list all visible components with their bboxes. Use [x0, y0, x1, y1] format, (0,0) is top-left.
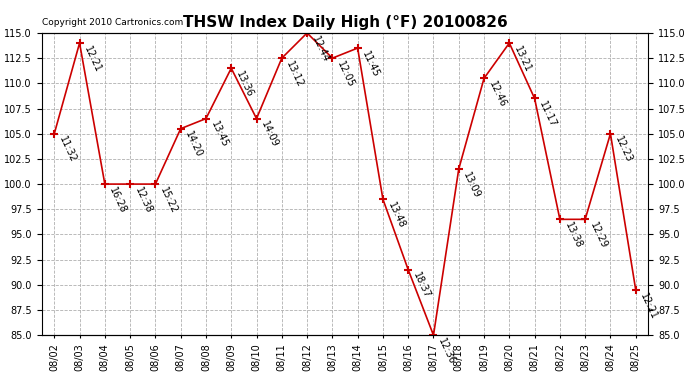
Text: 12:38: 12:38 [133, 186, 154, 215]
Text: 13:45: 13:45 [209, 120, 230, 150]
Text: 18:37: 18:37 [411, 271, 432, 301]
Text: 12:44: 12:44 [310, 34, 331, 64]
Text: 13:36: 13:36 [234, 70, 255, 99]
Text: 16:28: 16:28 [108, 186, 128, 215]
Text: 13:48: 13:48 [386, 201, 406, 230]
Text: 13:12: 13:12 [284, 60, 306, 89]
Text: 13:21: 13:21 [512, 44, 533, 74]
Text: 12:36: 12:36 [436, 337, 457, 366]
Text: 13:38: 13:38 [562, 221, 584, 250]
Text: 14:09: 14:09 [259, 120, 280, 149]
Text: 12:21: 12:21 [82, 44, 104, 74]
Text: 13:09: 13:09 [462, 170, 482, 200]
Text: 15:22: 15:22 [158, 186, 179, 215]
Text: 12:21: 12:21 [638, 291, 660, 321]
Text: 12:23: 12:23 [613, 135, 634, 165]
Text: 12:46: 12:46 [487, 80, 508, 109]
Text: 12:05: 12:05 [335, 60, 356, 89]
Title: THSW Index Daily High (°F) 20100826: THSW Index Daily High (°F) 20100826 [183, 15, 507, 30]
Text: 11:32: 11:32 [57, 135, 78, 165]
Text: 11:17: 11:17 [538, 100, 558, 129]
Text: 14:20: 14:20 [184, 130, 204, 159]
Text: Copyright 2010 Cartronics.com: Copyright 2010 Cartronics.com [41, 18, 183, 27]
Text: 11:45: 11:45 [360, 50, 382, 79]
Text: 12:29: 12:29 [588, 221, 609, 251]
